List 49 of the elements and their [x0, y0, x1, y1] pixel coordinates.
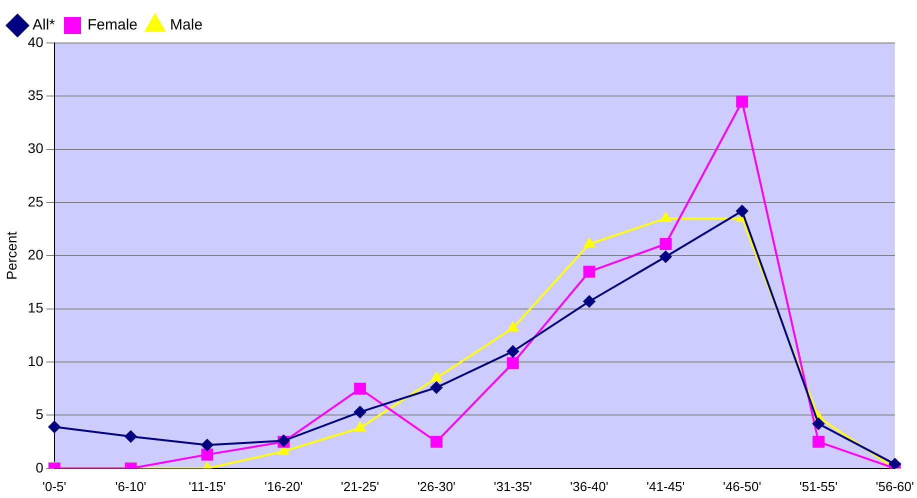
point — [124, 430, 137, 442]
point — [354, 422, 366, 432]
point — [354, 406, 366, 418]
legend-label: All* — [32, 16, 56, 34]
point — [660, 212, 671, 222]
legend-label: Female — [88, 16, 138, 34]
point — [201, 448, 214, 461]
point — [508, 322, 518, 332]
point — [430, 436, 442, 448]
point — [660, 250, 672, 263]
point — [736, 96, 748, 108]
x-tick-label: '11-15' — [188, 478, 226, 494]
y-tick-label: 40 — [28, 34, 44, 50]
point — [736, 205, 748, 218]
point — [506, 357, 519, 370]
x-tick-label: '26-30' — [417, 478, 456, 494]
x-tick-label: '46-50' — [722, 478, 762, 494]
y-tick-label: 15 — [28, 300, 44, 316]
point — [354, 382, 366, 395]
y-tick-label: 35 — [28, 87, 44, 104]
x-tick-label: '36-40' — [570, 478, 608, 494]
y-tick-label: 30 — [28, 140, 44, 156]
point — [506, 345, 519, 358]
point — [583, 266, 596, 278]
y-tick-label: 10 — [28, 352, 44, 369]
y-tick-label: 5 — [36, 406, 44, 422]
point — [583, 295, 596, 308]
x-tick-label: '41-45' — [646, 478, 685, 494]
point — [888, 458, 901, 468]
point — [812, 418, 824, 430]
y-tick-label: 0 — [36, 459, 44, 476]
x-tick-label: '56-60' — [876, 478, 914, 494]
x-tick-label: '6-10' — [115, 478, 146, 494]
point — [431, 372, 442, 382]
x-tick-label: '16-20' — [264, 478, 303, 494]
point — [48, 420, 60, 433]
x-tick-label: '51-55' — [799, 478, 838, 494]
point — [660, 238, 672, 250]
y-axis-title: Percent — [3, 231, 20, 280]
point — [430, 382, 442, 394]
point — [584, 238, 595, 248]
x-tick-label: '31-35' — [494, 478, 532, 494]
y-tick-label: 25 — [28, 193, 44, 210]
x-tick-label: '21-25' — [340, 478, 380, 494]
point — [201, 439, 214, 452]
y-tick-label: 20 — [28, 246, 44, 263]
legend-label: Male — [170, 16, 203, 34]
point — [812, 436, 824, 448]
x-tick-label: '0-5' — [42, 478, 66, 494]
